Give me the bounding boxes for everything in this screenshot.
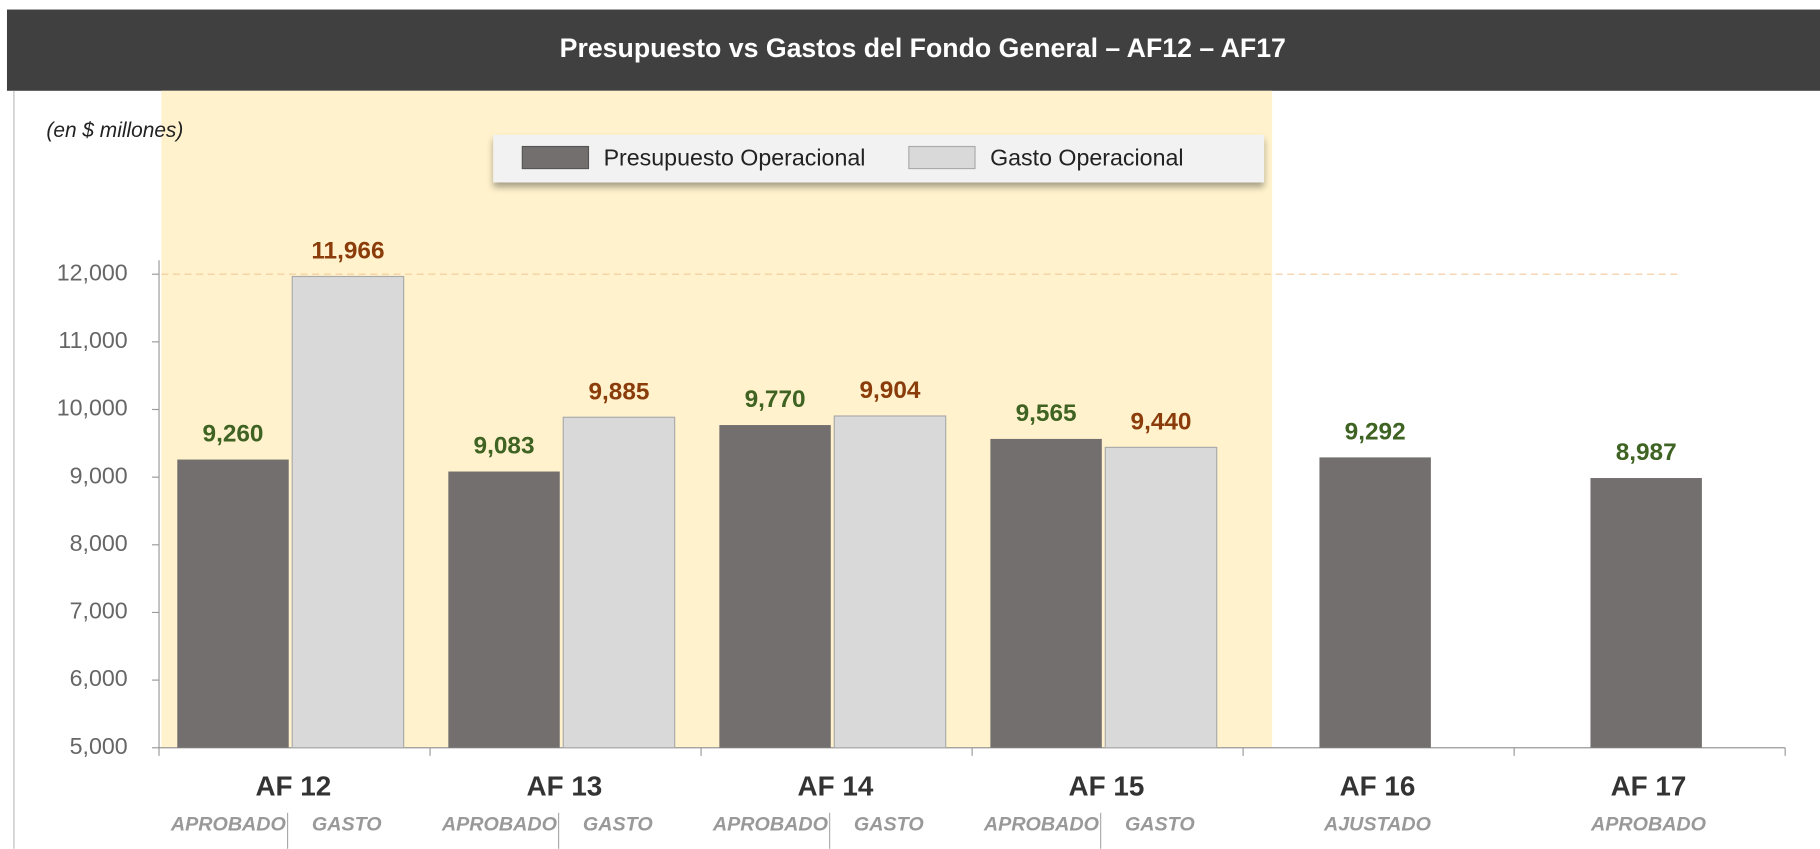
subtitle: (en $ millones) xyxy=(46,119,183,142)
y-tick-label: 9,000 xyxy=(70,462,128,488)
data-label: 11,966 xyxy=(311,238,384,265)
x-sub-label: APROBADO xyxy=(170,814,287,836)
y-tick-label: 7,000 xyxy=(70,598,128,624)
legend-box xyxy=(493,134,1265,183)
x-sub-label: APROBADO xyxy=(983,814,1100,836)
x-tick-label: AF 15 xyxy=(1069,771,1145,802)
x-tick-label: AF 12 xyxy=(255,771,331,802)
legend: Presupuesto Operacional Gasto Operacional xyxy=(493,134,1265,183)
bar xyxy=(990,438,1102,748)
bar xyxy=(833,415,947,749)
data-label: 9,260 xyxy=(203,421,264,448)
x-sub-label: AJUSTADO xyxy=(1323,814,1432,836)
data-label: 9,565 xyxy=(1016,400,1077,427)
bar xyxy=(177,459,289,748)
x-tick-label: AF 14 xyxy=(798,771,874,802)
x-tick-label: AF 13 xyxy=(526,771,602,802)
bar xyxy=(1319,457,1431,748)
bar xyxy=(1590,478,1702,748)
x-sub-label: APROBADO xyxy=(441,814,558,836)
data-label: 9,083 xyxy=(474,433,535,460)
y-tick-label: 12,000 xyxy=(57,259,128,285)
data-label: 9,885 xyxy=(588,378,649,405)
y-tick-label: 8,000 xyxy=(70,530,128,556)
x-sub-label: APROBADO xyxy=(1590,814,1707,836)
data-label: 9,440 xyxy=(1131,408,1192,435)
data-label: 8,987 xyxy=(1616,439,1677,466)
legend-swatch xyxy=(908,145,976,170)
x-sub-label: GASTO xyxy=(583,814,653,836)
bar xyxy=(562,416,676,749)
y-tick-label: 5,000 xyxy=(70,733,128,759)
bar xyxy=(291,275,405,749)
chart-title: Presupuesto vs Gastos del Fondo General … xyxy=(560,33,1286,63)
y-tick-label: 6,000 xyxy=(70,665,128,691)
x-sub-label: APROBADO xyxy=(712,814,829,836)
x-sub-label: GASTO xyxy=(312,814,382,836)
data-label: 9,292 xyxy=(1345,418,1406,445)
x-sub-label: GASTO xyxy=(854,814,924,836)
x-sub-label: GASTO xyxy=(1125,814,1195,836)
legend-label: Gasto Operacional xyxy=(990,144,1183,170)
bar xyxy=(719,425,831,748)
data-label: 9,904 xyxy=(859,377,920,404)
legend-label: Presupuesto Operacional xyxy=(604,144,866,170)
data-label: 9,770 xyxy=(745,386,806,413)
y-tick-label: 10,000 xyxy=(57,395,128,421)
header-bar xyxy=(6,9,1820,91)
bar xyxy=(448,471,560,748)
x-tick-label: AF 16 xyxy=(1340,771,1416,802)
bar xyxy=(1104,446,1218,749)
legend-swatch xyxy=(521,145,590,170)
y-tick-label: 11,000 xyxy=(58,327,127,353)
x-tick-label: AF 17 xyxy=(1611,771,1687,802)
